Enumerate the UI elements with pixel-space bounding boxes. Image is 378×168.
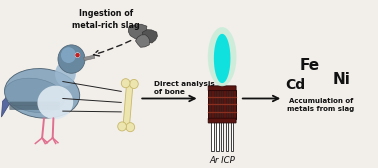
Text: Accumulation of
metals from slag: Accumulation of metals from slag <box>287 98 355 112</box>
FancyBboxPatch shape <box>211 90 214 151</box>
Polygon shape <box>84 55 95 61</box>
FancyBboxPatch shape <box>226 90 228 151</box>
Text: Direct analysis
of bone: Direct analysis of bone <box>154 81 215 95</box>
Circle shape <box>76 53 79 57</box>
Circle shape <box>121 79 130 88</box>
Ellipse shape <box>55 61 76 87</box>
FancyBboxPatch shape <box>208 90 237 119</box>
FancyBboxPatch shape <box>231 90 233 151</box>
Circle shape <box>75 52 80 58</box>
Polygon shape <box>128 24 147 40</box>
Polygon shape <box>214 34 231 83</box>
Polygon shape <box>208 27 237 86</box>
FancyBboxPatch shape <box>9 106 60 110</box>
Circle shape <box>126 123 135 132</box>
Polygon shape <box>2 93 14 117</box>
Ellipse shape <box>5 78 65 113</box>
Text: Fe: Fe <box>299 58 319 73</box>
Polygon shape <box>135 35 150 47</box>
Circle shape <box>58 45 85 73</box>
FancyBboxPatch shape <box>221 90 223 151</box>
FancyBboxPatch shape <box>9 102 60 106</box>
Polygon shape <box>142 30 157 43</box>
Text: Ar ICP: Ar ICP <box>209 156 235 165</box>
Ellipse shape <box>37 86 73 119</box>
Text: Cd: Cd <box>285 78 305 92</box>
Polygon shape <box>123 83 133 127</box>
Circle shape <box>118 122 126 131</box>
Text: Ingestion of
metal-rich slag: Ingestion of metal-rich slag <box>72 9 140 30</box>
Circle shape <box>130 79 138 89</box>
FancyBboxPatch shape <box>208 86 236 91</box>
FancyBboxPatch shape <box>216 90 218 151</box>
Circle shape <box>61 47 76 63</box>
Text: Ni: Ni <box>333 72 350 87</box>
Ellipse shape <box>5 69 80 118</box>
FancyBboxPatch shape <box>208 118 236 123</box>
